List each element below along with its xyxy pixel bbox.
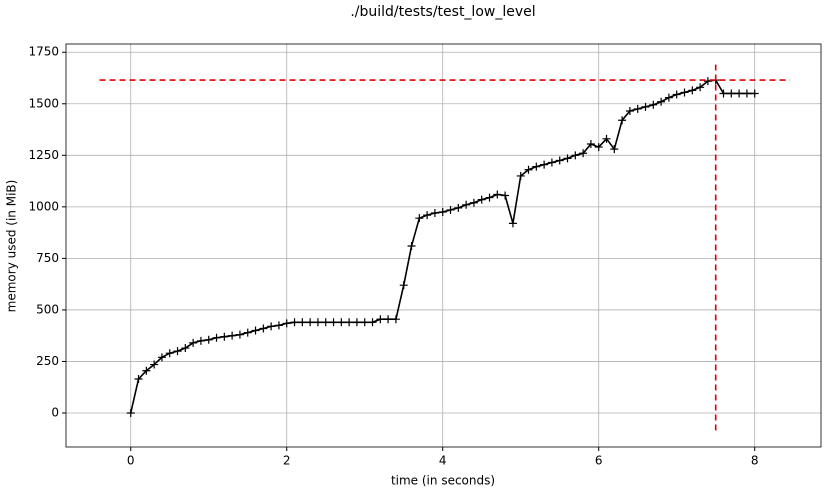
marker xyxy=(142,366,151,375)
marker xyxy=(649,100,658,109)
marker xyxy=(274,321,283,330)
x-tick-label: 8 xyxy=(751,454,759,468)
marker xyxy=(313,318,322,327)
marker xyxy=(306,318,315,327)
marker xyxy=(594,143,603,152)
marker xyxy=(446,205,455,214)
marker xyxy=(423,211,432,220)
marker xyxy=(415,214,424,223)
marker xyxy=(181,344,190,353)
marker xyxy=(618,116,627,125)
chart-title: ./build/tests/test_low_level xyxy=(350,4,535,20)
marker xyxy=(329,318,338,327)
marker xyxy=(251,326,260,335)
marker xyxy=(477,195,486,204)
marker xyxy=(384,315,393,324)
marker xyxy=(469,198,478,207)
y-tick-label: 1750 xyxy=(28,45,59,59)
y-tick-label: 750 xyxy=(36,251,59,265)
marker xyxy=(719,89,728,98)
marker xyxy=(688,86,697,95)
marker xyxy=(321,318,330,327)
x-tick-label: 6 xyxy=(595,454,603,468)
marker xyxy=(657,97,666,106)
marker xyxy=(602,134,611,143)
x-axis-label: time (in seconds) xyxy=(391,474,495,488)
marker xyxy=(501,191,510,200)
marker xyxy=(282,319,291,328)
marker xyxy=(173,347,182,356)
marker xyxy=(703,77,712,86)
marker xyxy=(165,349,174,358)
y-tick-label: 1500 xyxy=(28,96,59,110)
x-tick-label: 4 xyxy=(439,454,447,468)
marker xyxy=(680,88,689,97)
marker xyxy=(337,318,346,327)
marker xyxy=(243,328,252,337)
marker xyxy=(368,318,377,327)
marker xyxy=(391,315,400,324)
marker xyxy=(555,156,564,165)
plot-frame xyxy=(65,43,822,448)
marker xyxy=(485,193,494,202)
marker xyxy=(360,318,369,327)
marker xyxy=(345,318,354,327)
y-tick-label: 250 xyxy=(36,354,59,368)
marker xyxy=(547,158,556,167)
marker xyxy=(290,318,299,327)
marker xyxy=(625,106,634,115)
marker xyxy=(524,165,533,174)
marker xyxy=(228,331,237,340)
marker xyxy=(126,408,135,417)
marker xyxy=(532,162,541,171)
marker xyxy=(727,89,736,98)
marker xyxy=(610,145,619,154)
y-tick-label: 0 xyxy=(51,405,59,419)
marker xyxy=(742,89,751,98)
marker xyxy=(493,190,502,199)
marker xyxy=(750,89,759,98)
x-tick-label: 0 xyxy=(127,454,135,468)
marker xyxy=(376,315,385,324)
marker xyxy=(563,154,572,163)
marker xyxy=(586,139,595,148)
marker xyxy=(430,209,439,218)
marker xyxy=(508,219,517,228)
x-tick-label: 2 xyxy=(283,454,291,468)
marker xyxy=(664,93,673,102)
marker xyxy=(641,102,650,111)
marker xyxy=(259,324,268,333)
marker xyxy=(579,149,588,158)
marker xyxy=(189,338,198,347)
y-tick-label: 500 xyxy=(36,302,59,316)
marker xyxy=(150,360,159,369)
marker xyxy=(672,90,681,99)
marker xyxy=(540,160,549,169)
marker xyxy=(696,83,705,92)
y-axis-label: memory used (in MiB) xyxy=(5,180,19,313)
y-tick-label: 1000 xyxy=(28,199,59,213)
marker xyxy=(267,322,276,331)
marker xyxy=(204,335,213,344)
marker xyxy=(352,318,361,327)
marker xyxy=(298,318,307,327)
marker xyxy=(399,281,408,290)
marker xyxy=(235,330,244,339)
marker xyxy=(571,151,580,160)
y-tick-label: 1250 xyxy=(28,148,59,162)
marker xyxy=(633,104,642,113)
marker xyxy=(438,208,447,217)
marker xyxy=(157,353,166,362)
marker xyxy=(220,332,229,341)
marker xyxy=(462,200,471,209)
marker xyxy=(134,374,143,383)
marker xyxy=(454,203,463,212)
marker xyxy=(196,336,205,345)
marker xyxy=(516,171,525,180)
marker xyxy=(407,242,416,251)
marker xyxy=(735,89,744,98)
marker xyxy=(212,333,221,342)
